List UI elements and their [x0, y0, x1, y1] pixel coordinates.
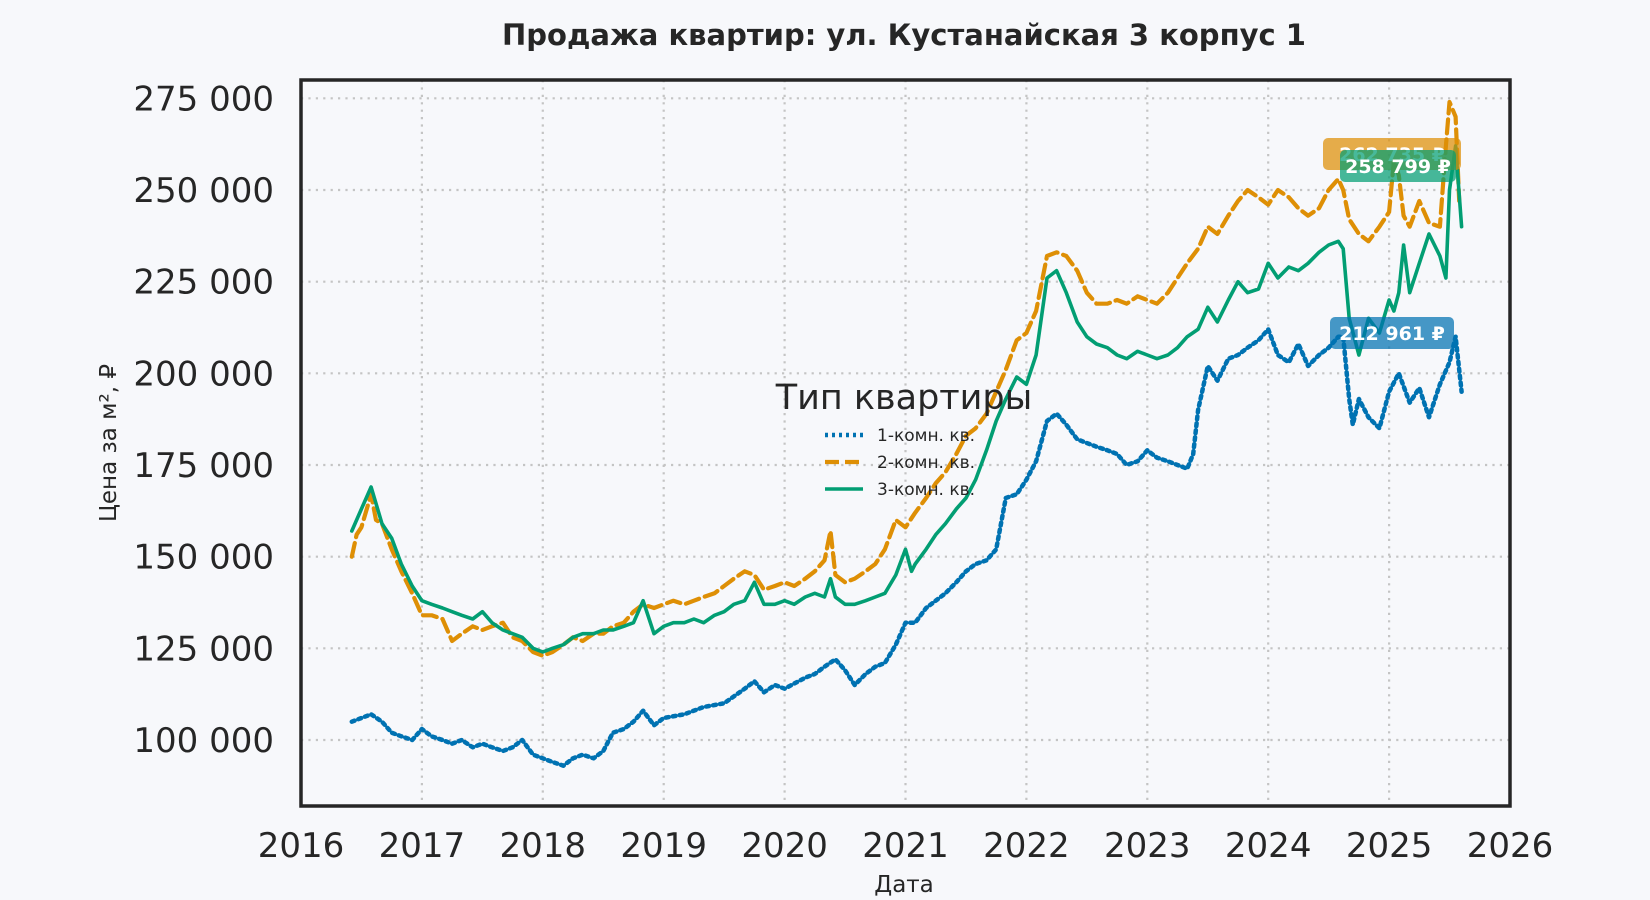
y-tick-label: 275 000	[133, 79, 274, 119]
series-line-2	[349, 99, 1462, 658]
end-label-3: 258 799 ₽	[1340, 150, 1456, 182]
x-axis-label: Дата	[874, 872, 934, 898]
legend-label-1: 1-комн. кв.	[877, 426, 975, 446]
series-layer	[349, 99, 1464, 768]
y-tick-label: 225 000	[133, 263, 274, 303]
x-tick-label: 2025	[1346, 826, 1433, 866]
legend: Тип квартиры 1-комн. кв. 2-комн. кв. 3-ком…	[775, 378, 1033, 500]
x-tick-label: 2020	[741, 826, 828, 866]
y-tick-label: 125 000	[133, 629, 274, 669]
y-tick-label: 100 000	[133, 721, 274, 761]
end-labels: 262 735 ₽258 799 ₽212 961 ₽	[1323, 138, 1461, 349]
end-label-text: 258 799 ₽	[1345, 156, 1451, 178]
x-tick-label: 2017	[379, 826, 466, 866]
y-tick-labels: 100 000 125 000 150 000 175 000 200 000 225 0…	[133, 79, 274, 761]
x-tick-label: 2023	[1104, 826, 1191, 866]
y-axis-label: Цена за м², ₽	[96, 364, 122, 522]
y-tick-label: 175 000	[133, 446, 274, 486]
end-label-1: 212 961 ₽	[1330, 317, 1454, 349]
end-label-box	[1330, 317, 1454, 349]
legend-label-2: 2-комн. кв.	[877, 453, 975, 473]
legend-label-3: 3-комн. кв.	[877, 480, 975, 500]
x-tick-label: 2019	[620, 826, 707, 866]
y-tick-label: 250 000	[133, 171, 274, 211]
x-tick-label: 2024	[1225, 826, 1312, 866]
legend-title: Тип квартиры	[775, 378, 1033, 418]
chart-title: Продажа квартир: ул. Кустанайская 3 корп…	[502, 18, 1306, 52]
x-tick-label: 2016	[258, 826, 345, 866]
y-tick-label: 200 000	[133, 354, 274, 394]
x-tick-label: 2022	[983, 826, 1070, 866]
x-tick-label: 2021	[862, 826, 949, 866]
series-line-1	[349, 327, 1464, 768]
series-line-3	[350, 144, 1464, 654]
y-tick-label: 150 000	[133, 538, 274, 578]
plot-frame	[299, 78, 1512, 808]
end-label-text: 212 961 ₽	[1339, 323, 1445, 345]
x-tick-label: 2018	[500, 826, 587, 866]
x-tick-label: 2026	[1467, 826, 1554, 866]
end-label-box	[1340, 150, 1456, 182]
x-tick-labels: 2016 2017 2018 2019 2020 2021 2022 2023 2024 2025…	[258, 826, 1554, 866]
